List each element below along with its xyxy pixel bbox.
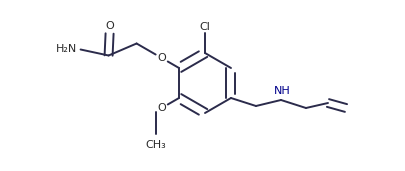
- Text: Cl: Cl: [199, 22, 210, 32]
- Text: O: O: [105, 22, 114, 31]
- Text: NH: NH: [273, 86, 290, 96]
- Text: CH₃: CH₃: [145, 141, 166, 150]
- Text: O: O: [157, 103, 166, 113]
- Text: H₂N: H₂N: [56, 44, 77, 55]
- Text: O: O: [157, 53, 166, 63]
